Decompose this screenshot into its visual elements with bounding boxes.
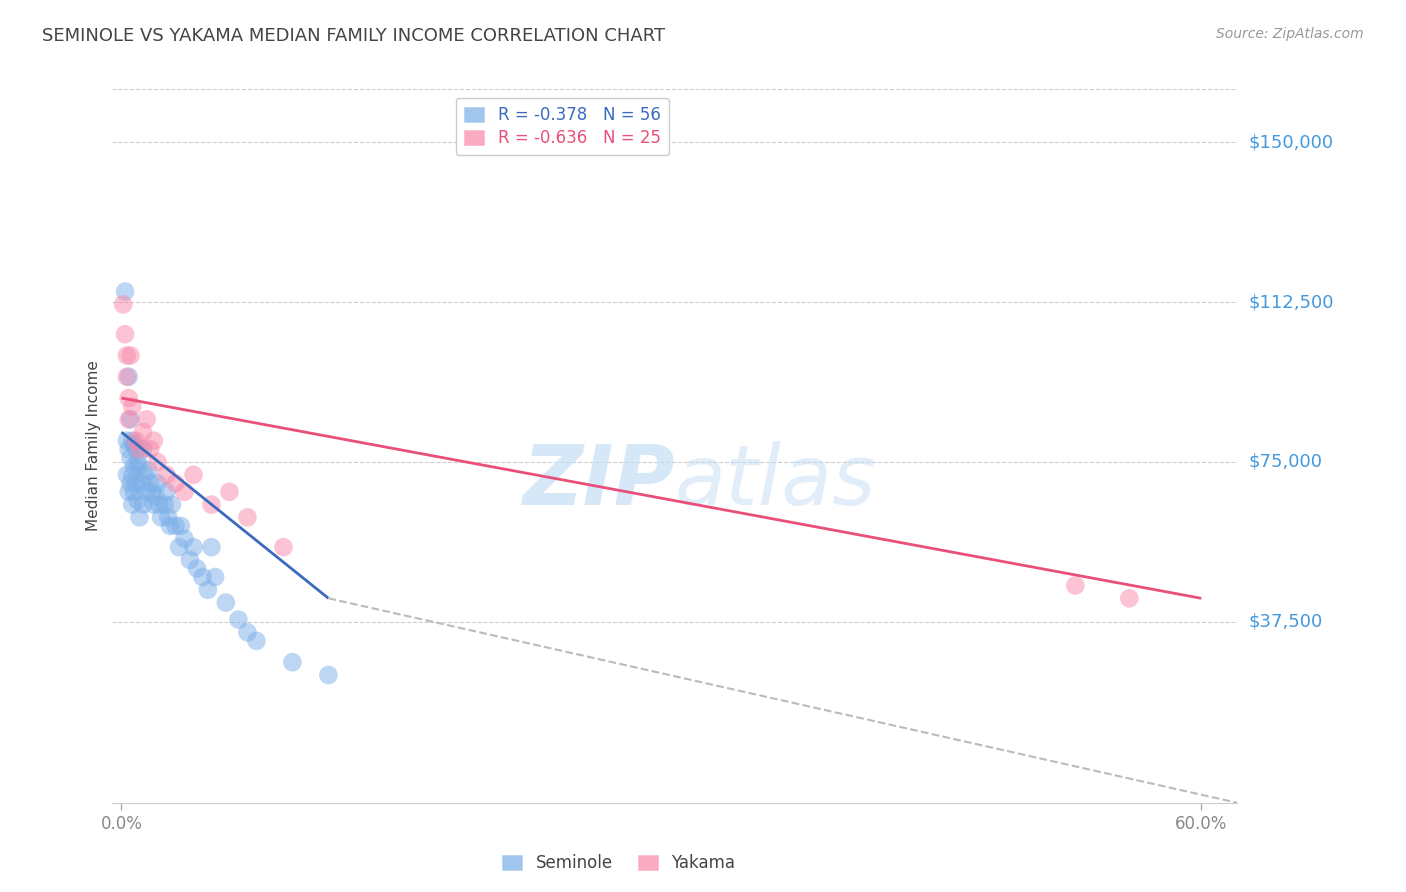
Point (127, 493, 149, 508)
Point (318, 668, 340, 682)
Point (236, 510, 259, 524)
Point (165, 519, 187, 533)
Point (183, 540, 205, 554)
Point (112, 297, 135, 311)
Point (186, 561, 208, 575)
Point (197, 582, 219, 597)
Point (139, 442, 162, 457)
Point (159, 519, 181, 533)
Point (118, 391, 141, 405)
Point (179, 553, 201, 567)
Text: $112,500: $112,500 (1249, 293, 1334, 311)
Point (218, 484, 240, 499)
Point (165, 476, 187, 491)
Point (128, 510, 150, 524)
Point (141, 484, 163, 499)
Point (128, 442, 150, 457)
Point (204, 570, 226, 584)
Point (167, 540, 190, 554)
Point (157, 510, 180, 524)
Text: atlas: atlas (675, 442, 876, 522)
Point (200, 540, 222, 554)
Point (139, 476, 162, 491)
Point (191, 570, 214, 584)
Point (173, 484, 195, 499)
Point (115, 369, 138, 384)
Text: $150,000: $150,000 (1249, 134, 1334, 152)
Point (118, 484, 141, 499)
Point (118, 369, 141, 384)
Point (183, 467, 205, 482)
Legend: Seminole, Yakama: Seminole, Yakama (494, 846, 744, 880)
Point (135, 484, 157, 499)
Point (200, 498, 222, 512)
Point (155, 467, 177, 482)
Point (142, 434, 165, 448)
Point (125, 442, 148, 457)
Point (236, 625, 259, 640)
Point (145, 489, 167, 503)
Point (173, 532, 195, 546)
Point (245, 634, 267, 648)
Point (120, 450, 142, 465)
Point (118, 442, 141, 457)
Point (146, 455, 169, 469)
Point (120, 349, 142, 363)
Point (153, 498, 176, 512)
Point (114, 285, 136, 299)
Text: Source: ZipAtlas.com: Source: ZipAtlas.com (1216, 27, 1364, 41)
Point (132, 442, 155, 457)
Point (122, 438, 145, 452)
Point (114, 327, 136, 342)
Point (1064, 578, 1087, 592)
Point (132, 498, 155, 512)
Point (115, 467, 138, 482)
Point (122, 459, 145, 474)
Point (118, 412, 141, 426)
Text: $37,500: $37,500 (1249, 613, 1323, 631)
Point (160, 498, 183, 512)
Point (121, 434, 143, 448)
Point (125, 434, 148, 448)
Text: $75,000: $75,000 (1249, 453, 1323, 471)
Point (1118, 591, 1140, 606)
Point (228, 613, 250, 627)
Point (273, 540, 295, 554)
Point (170, 519, 193, 533)
Point (138, 463, 160, 477)
Point (129, 476, 152, 491)
Point (121, 498, 143, 512)
Point (122, 484, 145, 499)
Point (115, 349, 138, 363)
Point (135, 412, 157, 426)
Point (121, 467, 143, 482)
Point (146, 476, 169, 491)
Text: ZIP: ZIP (522, 442, 675, 522)
Point (155, 484, 177, 499)
Point (125, 476, 148, 491)
Point (148, 498, 170, 512)
Point (121, 400, 143, 414)
Point (142, 498, 165, 512)
Point (134, 467, 156, 482)
Point (128, 459, 150, 474)
Point (215, 596, 238, 610)
Point (281, 655, 304, 669)
Y-axis label: Median Family Income: Median Family Income (86, 360, 101, 532)
Point (120, 412, 142, 426)
Point (120, 476, 142, 491)
Point (127, 455, 149, 469)
Text: SEMINOLE VS YAKAMA MEDIAN FAMILY INCOME CORRELATION CHART: SEMINOLE VS YAKAMA MEDIAN FAMILY INCOME … (42, 27, 665, 45)
Point (150, 510, 173, 524)
Point (132, 425, 155, 439)
Point (115, 434, 138, 448)
